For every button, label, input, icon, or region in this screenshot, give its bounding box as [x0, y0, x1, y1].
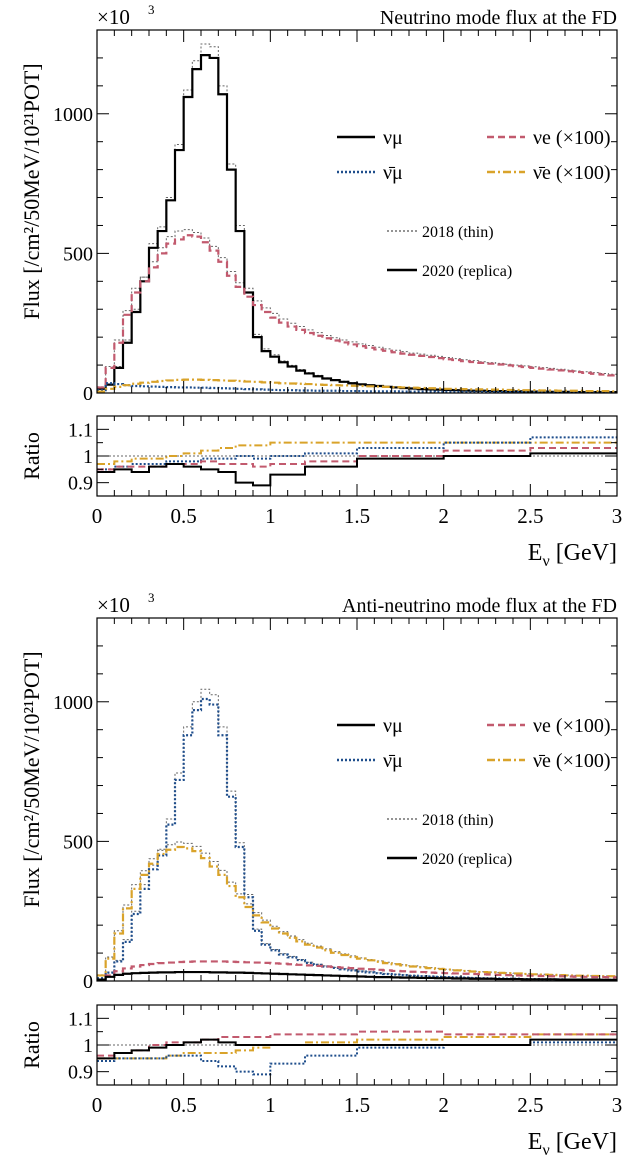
ratio-panel-1: 0.9 1 1.1 0 0.5 1 1.5 2 2.5 3 Ratio Eν [GeV]: [19, 415, 623, 570]
legend-label: 2020 (replica): [422, 851, 512, 868]
ratio-line-1: [97, 1033, 617, 1060]
ratio-y-tick-label: 1.1: [68, 1008, 93, 1030]
legend-label: ν̄μ: [383, 162, 403, 184]
x-tick-label: 3: [612, 504, 623, 528]
ratio-y-tick-label: 1.1: [68, 419, 93, 441]
x-tick-label: 1.5: [344, 504, 370, 528]
series-line-1: [97, 845, 617, 978]
x-axis-label: Eν [GeV]: [528, 540, 617, 570]
series-line-2: [97, 382, 617, 393]
legend-label: νμ: [383, 127, 403, 149]
ratio-y-tick-label: 1: [83, 446, 93, 468]
x-tick-label: 1.5: [344, 1093, 370, 1117]
y-tick-label: 500: [63, 831, 93, 853]
y-tick-label: 0: [83, 971, 93, 993]
x-tick-label: 2.5: [517, 1093, 543, 1117]
legend-label: νμ: [383, 715, 403, 737]
x-tick-label: 1: [265, 504, 276, 528]
y-axis-label: Flux [/cm²/50MeV/10²¹POT]: [19, 63, 44, 319]
ratio-line-2: [97, 436, 617, 471]
legend-label: ν̄μ: [383, 750, 403, 772]
x-tick-label: 3: [612, 1093, 623, 1117]
y-tick-label: 1000: [53, 692, 93, 714]
x-tick-label: 2.5: [517, 504, 543, 528]
series-line-2: [97, 960, 617, 981]
y-axis-label: Flux [/cm²/50MeV/10²¹POT]: [19, 651, 44, 907]
chart-title: Neutrino mode flux at the FD: [380, 7, 617, 29]
y-tick-label: 500: [63, 243, 93, 265]
legend-label: ν̄e (×100): [533, 162, 611, 184]
ratio-line-2: [97, 1041, 617, 1076]
plot-frame: [96, 29, 618, 394]
series-line-3: [97, 970, 617, 981]
series-group: [97, 43, 617, 393]
ratio-panel-3: 0.9 1 1.1 0 0.5 1 1.5 2 2.5 3 Ratio Eν [GeV]: [19, 1004, 623, 1155]
series-line-0: [97, 697, 617, 981]
series-line-4: [97, 43, 617, 393]
legend-label: 2020 (replica): [422, 263, 512, 280]
x-tick-label: 0.5: [171, 504, 197, 528]
legend-label: νe (×100): [533, 127, 611, 149]
series-line-1: [97, 234, 617, 389]
x-tick-label: 2: [438, 504, 449, 528]
ratio-line-3: [97, 1030, 617, 1057]
x-tick-label: 1: [265, 1093, 276, 1117]
ratio-y-axis-label: Ratio: [19, 432, 44, 480]
x-tick-label: 0: [92, 504, 103, 528]
x-tick-label: 0.5: [171, 1093, 197, 1117]
x-tick-label: 0: [92, 1093, 103, 1117]
ratio-line-4: [97, 1038, 617, 1060]
legend-label: νe (×100): [533, 715, 611, 737]
ratio-line-4: [97, 452, 617, 487]
ratio-series-group: [97, 436, 617, 487]
legend-label: 2018 (thin): [422, 224, 494, 241]
main-panel-2: 0 500 1000 ×10 3 Anti-neutrino mode flux at t…: [19, 590, 618, 993]
legend-label: ν̄e (×100): [533, 750, 611, 772]
ratio-y-tick-label: 0.9: [68, 1062, 93, 1084]
legend-label: 2018 (thin): [422, 812, 494, 829]
y-multiplier-exp: 3: [148, 590, 155, 605]
ratio-y-tick-label: 1: [83, 1035, 93, 1057]
y-multiplier-exp: 3: [148, 2, 155, 17]
series-group: [97, 688, 617, 981]
y-multiplier: ×10: [97, 5, 130, 29]
ratio-line-1: [97, 441, 617, 465]
y-tick-label: 0: [83, 383, 93, 405]
ratio-y-axis-label: Ratio: [19, 1021, 44, 1069]
chart-title: Anti-neutrino mode flux at the FD: [342, 595, 617, 617]
y-tick-label: 1000: [53, 104, 93, 126]
ratio-y-tick-label: 0.9: [68, 473, 93, 495]
ratio-series-group: [97, 1030, 617, 1076]
y-multiplier: ×10: [97, 593, 130, 617]
main-panel-0: 0 500 1000 ×10 3 Neutrino mode flux at the FD…: [19, 2, 618, 405]
x-tick-label: 2: [438, 1093, 449, 1117]
series-line-5: [97, 229, 617, 388]
x-axis-label: Eν [GeV]: [528, 1129, 617, 1155]
series-line-3: [97, 378, 617, 393]
